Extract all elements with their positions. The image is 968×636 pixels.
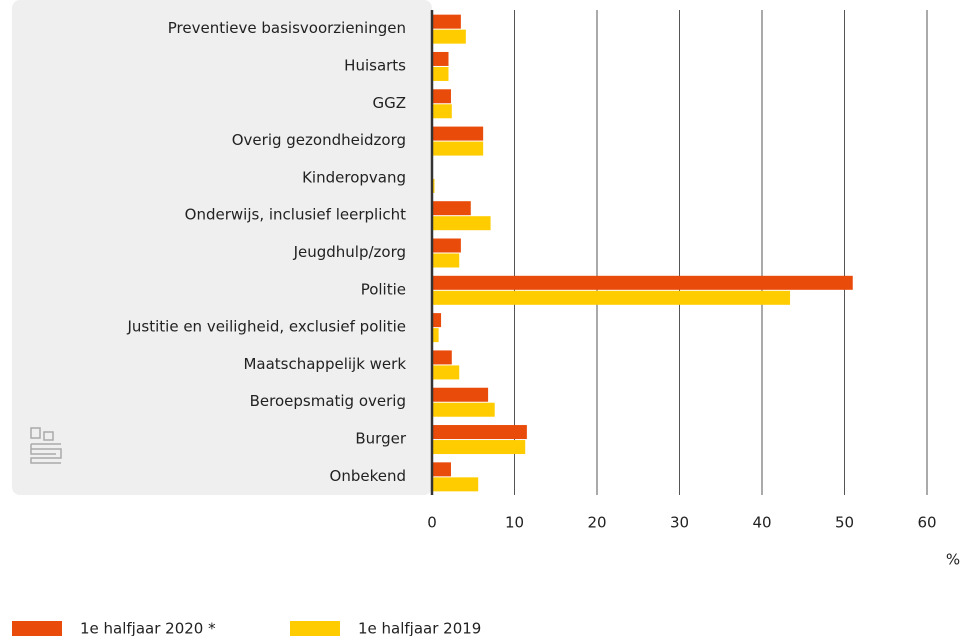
bar	[432, 253, 460, 268]
bar	[432, 29, 466, 44]
bar	[432, 290, 791, 305]
x-tick-label: 50	[835, 514, 854, 532]
bar	[432, 275, 853, 290]
legend-swatch	[290, 621, 340, 636]
y-tick-label: Overig gezondheidzorg	[232, 131, 406, 149]
bar	[432, 238, 461, 253]
y-tick-label: Huisarts	[344, 56, 406, 74]
x-tick-label: 30	[670, 514, 689, 532]
bar	[432, 350, 452, 365]
x-tick-label: 0	[427, 514, 437, 532]
y-tick-label: Onderwijs, inclusief leerplicht	[185, 206, 406, 224]
bar	[432, 440, 526, 455]
bar	[432, 104, 452, 119]
y-tick-label: Beroepsmatig overig	[250, 392, 406, 410]
bar	[432, 365, 460, 380]
y-tick-label: Onbekend	[330, 467, 406, 485]
bar	[432, 89, 451, 104]
bar	[432, 126, 484, 141]
y-tick-label: Burger	[355, 430, 406, 448]
bar	[432, 402, 495, 417]
bar	[432, 477, 479, 492]
bar	[432, 51, 449, 66]
x-tick-label: 10	[505, 514, 524, 532]
y-tick-label: Preventieve basisvoorzieningen	[168, 19, 406, 37]
legend-label: 1e halfjaar 2020 *	[80, 620, 216, 636]
bar	[432, 425, 527, 440]
legend-label: 1e halfjaar 2019	[358, 620, 481, 636]
x-tick-label: 40	[752, 514, 771, 532]
bar	[432, 216, 491, 231]
label-panel	[12, 0, 432, 495]
y-tick-label: Jeugdhulp/zorg	[293, 243, 406, 261]
y-tick-label: Kinderopvang	[302, 168, 406, 186]
y-tick-label: Justitie en veiligheid, exclusief politi…	[126, 318, 406, 336]
bar	[432, 328, 439, 343]
x-tick-label: 20	[587, 514, 606, 532]
legend-swatch	[12, 621, 62, 636]
bar	[432, 462, 451, 477]
bar	[432, 201, 471, 216]
bar	[432, 14, 461, 29]
bar	[432, 313, 442, 328]
logo	[30, 427, 62, 464]
x-axis-label: %	[946, 551, 960, 569]
bar	[432, 141, 484, 156]
bar	[432, 66, 449, 81]
y-tick-label: GGZ	[372, 94, 406, 112]
y-tick-label: Maatschappelijk werk	[243, 355, 406, 373]
bar	[432, 387, 489, 402]
x-tick-label: 60	[917, 514, 936, 532]
y-tick-label: Politie	[361, 280, 406, 298]
